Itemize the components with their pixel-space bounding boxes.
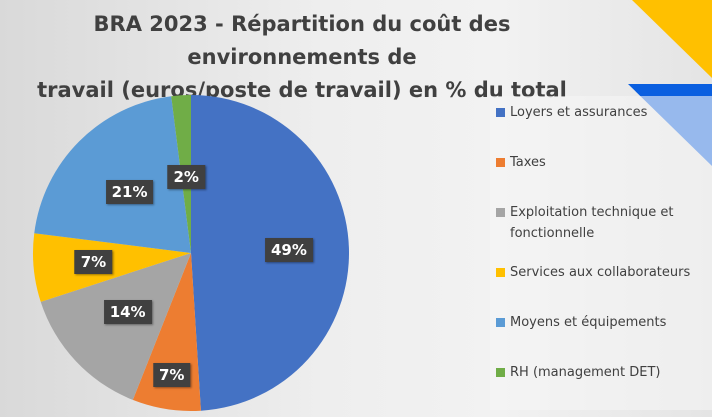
legend-label: Taxes — [510, 155, 546, 170]
legend-item: Loyers et assurances — [490, 102, 647, 123]
chart-title-line-2: travail (euros/poste de travail) en % du… — [37, 78, 567, 102]
yellow-triangle — [632, 0, 712, 78]
pie-slice-5 — [34, 96, 191, 253]
data-label: 49% — [264, 237, 313, 262]
legend-swatch — [496, 108, 505, 117]
legend-label: Moyens et équipements — [510, 315, 667, 330]
legend-item: Services aux collaborateurs — [490, 262, 690, 283]
legend-label-line: fonctionnelle — [510, 226, 595, 241]
legend-label: RH (management DET) — [510, 365, 661, 380]
data-label: 2% — [167, 165, 205, 190]
legend-item: Taxes — [490, 152, 546, 173]
legend-swatch — [496, 208, 505, 217]
data-label: 7% — [152, 362, 191, 387]
chart-title: BRA 2023 - Répartition du coût des envir… — [0, 8, 604, 107]
legend-swatch — [496, 268, 505, 277]
legend-label: Loyers et assurances — [510, 105, 648, 120]
legend-swatch — [496, 158, 505, 167]
chart-title-line-1: BRA 2023 - Répartition du coût des envir… — [93, 12, 511, 69]
legend-label: Exploitation technique et fonctionnelle — [510, 202, 673, 244]
legend-swatch — [496, 318, 505, 327]
legend-label-line: Exploitation technique et — [510, 205, 674, 220]
legend-label: Services aux collaborateurs — [510, 265, 691, 280]
legend-item: Exploitation technique et fonctionnelle — [490, 202, 673, 244]
pie-slice-3 — [40, 253, 192, 400]
legend-item: RH (management DET) — [490, 362, 660, 383]
data-label: 21% — [105, 179, 154, 204]
data-label: 14% — [103, 300, 152, 325]
legend-item: Moyens et équipements — [490, 312, 666, 333]
data-label: 7% — [74, 250, 113, 275]
legend-swatch — [496, 368, 505, 377]
legend: Loyers et assurances Taxes Exploitation te… — [490, 96, 712, 410]
